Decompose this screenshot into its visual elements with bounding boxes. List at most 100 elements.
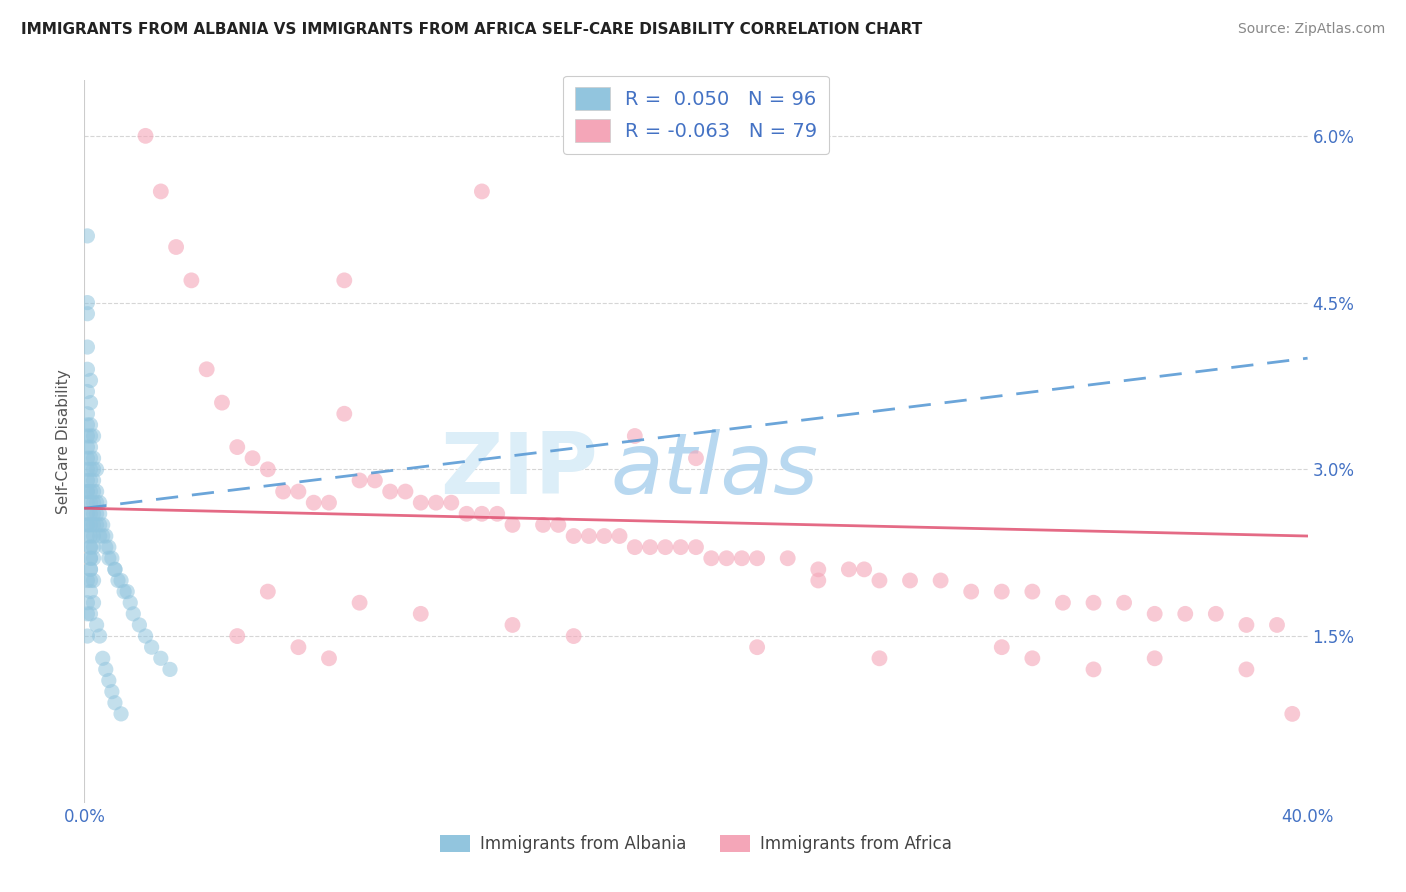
Point: [287, 640, 309, 655]
Point: [83, 551, 105, 566]
Point: [89, 496, 111, 510]
Point: [318, 651, 340, 665]
Point: [76, 596, 98, 610]
Point: [1114, 596, 1136, 610]
Point: [135, 629, 157, 643]
Point: [409, 607, 432, 621]
Point: [76, 517, 98, 532]
Point: [94, 529, 117, 543]
Point: [83, 574, 105, 588]
Point: [97, 540, 120, 554]
Point: [76, 295, 98, 310]
Point: [502, 618, 524, 632]
Text: atlas: atlas: [610, 429, 818, 512]
Point: [685, 540, 707, 554]
Text: IMMIGRANTS FROM ALBANIA VS IMMIGRANTS FROM AFRICA SELF-CARE DISABILITY CORRELATI: IMMIGRANTS FROM ALBANIA VS IMMIGRANTS FR…: [21, 22, 922, 37]
Point: [869, 651, 891, 665]
Point: [731, 551, 754, 566]
Point: [180, 273, 202, 287]
Point: [929, 574, 952, 588]
Point: [853, 562, 876, 576]
Point: [79, 373, 101, 387]
Point: [287, 484, 309, 499]
Point: [226, 440, 249, 454]
Point: [1143, 607, 1166, 621]
Point: [149, 185, 172, 199]
Point: [76, 629, 98, 643]
Point: [79, 562, 101, 576]
Text: Source: ZipAtlas.com: Source: ZipAtlas.com: [1237, 22, 1385, 37]
Point: [531, 517, 554, 532]
Point: [747, 640, 769, 655]
Point: [257, 584, 280, 599]
Point: [333, 273, 356, 287]
Point: [547, 517, 569, 532]
Point: [89, 629, 111, 643]
Point: [669, 540, 692, 554]
Point: [79, 451, 101, 466]
Point: [1236, 618, 1258, 632]
Point: [89, 517, 111, 532]
Point: [76, 529, 98, 543]
Point: [638, 540, 661, 554]
Point: [86, 618, 108, 632]
Point: [79, 395, 101, 409]
Point: [76, 307, 98, 321]
Point: [115, 584, 138, 599]
Legend: Immigrants from Albania, Immigrants from Africa: Immigrants from Albania, Immigrants from…: [433, 828, 959, 860]
Point: [1174, 607, 1197, 621]
Point: [97, 673, 120, 688]
Point: [76, 429, 98, 443]
Point: [76, 474, 98, 488]
Point: [76, 228, 98, 243]
Point: [593, 529, 616, 543]
Point: [76, 496, 98, 510]
Point: [471, 507, 494, 521]
Point: [79, 562, 101, 576]
Point: [101, 684, 124, 698]
Point: [89, 529, 111, 543]
Point: [425, 496, 447, 510]
Point: [394, 484, 416, 499]
Point: [716, 551, 738, 566]
Point: [83, 462, 105, 476]
Point: [471, 185, 494, 199]
Point: [440, 496, 463, 510]
Point: [747, 551, 769, 566]
Point: [302, 496, 325, 510]
Point: [83, 507, 105, 521]
Point: [110, 574, 132, 588]
Point: [502, 517, 524, 532]
Point: [257, 462, 280, 476]
Point: [79, 417, 101, 432]
Point: [122, 607, 145, 621]
Point: [79, 507, 101, 521]
Point: [79, 574, 101, 588]
Point: [97, 551, 120, 566]
Point: [86, 507, 108, 521]
Point: [898, 574, 921, 588]
Point: [654, 540, 676, 554]
Point: [79, 540, 101, 554]
Point: [86, 517, 108, 532]
Point: [79, 462, 101, 476]
Point: [609, 529, 631, 543]
Point: [79, 496, 101, 510]
Point: [159, 662, 181, 676]
Point: [91, 529, 114, 543]
Point: [960, 584, 983, 599]
Point: [79, 529, 101, 543]
Point: [76, 417, 98, 432]
Point: [364, 474, 387, 488]
Point: [562, 529, 585, 543]
Point: [1052, 596, 1074, 610]
Point: [165, 240, 187, 254]
Point: [380, 484, 402, 499]
Point: [76, 451, 98, 466]
Point: [86, 484, 108, 499]
Point: [195, 362, 218, 376]
Point: [79, 440, 101, 454]
Point: [76, 440, 98, 454]
Point: [486, 507, 509, 521]
Point: [86, 462, 108, 476]
